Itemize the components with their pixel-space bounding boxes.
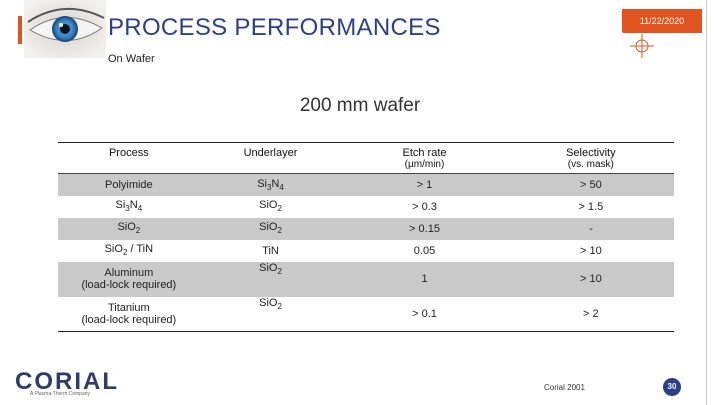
table-row: SiO2 SiO2 > 0.15 - bbox=[58, 217, 674, 240]
footer-copyright: Corial 2001 bbox=[544, 383, 585, 392]
accent-bar bbox=[18, 16, 22, 44]
header-etch-rate-unit: (µm/min) bbox=[404, 159, 445, 170]
table-row: Aluminum (load-lock required) SiO2 1 > 10 bbox=[58, 261, 674, 297]
header-process: Process bbox=[108, 147, 149, 159]
cell-selectivity: > 50 bbox=[507, 173, 674, 196]
header-underlayer: Underlayer bbox=[243, 147, 298, 159]
cell-selectivity: > 2 bbox=[583, 307, 599, 320]
crosshair-icon bbox=[630, 34, 654, 58]
header-selectivity: Selectivity (vs. mask) bbox=[508, 143, 674, 174]
cell-underlayer: SiO2 bbox=[259, 296, 282, 311]
table-header-row: Process Underlayer Etch rate (µm/min) Sel… bbox=[58, 142, 674, 174]
cell-selectivity: - bbox=[507, 217, 674, 240]
cell-process: Polyimide bbox=[58, 173, 200, 196]
cell-underlayer: Si3N4 bbox=[199, 173, 342, 196]
right-frame-line bbox=[706, 0, 707, 405]
cell-etch-rate: 0.05 bbox=[413, 244, 436, 257]
date-badge: 11/22/2020 bbox=[622, 9, 702, 33]
header-selectivity-unit: (vs. mask) bbox=[567, 159, 614, 170]
section-title: 200 mm wafer bbox=[299, 95, 421, 116]
cell-process: SiO2 bbox=[58, 217, 200, 240]
eye-photo-icon bbox=[24, 0, 106, 58]
performance-table: Process Underlayer Etch rate (µm/min) Sel… bbox=[58, 142, 674, 332]
header-etch-rate: Etch rate (µm/min) bbox=[341, 143, 507, 174]
cell-etch-rate: 1 bbox=[341, 261, 508, 297]
page-title: PROCESS PERFORMANCES bbox=[108, 14, 441, 41]
cell-underlayer: SiO2 bbox=[259, 199, 282, 214]
cell-selectivity: > 10 bbox=[507, 261, 674, 297]
cell-etch-rate: > 1 bbox=[341, 173, 508, 196]
cell-underlayer: SiO2 bbox=[199, 261, 342, 297]
company-tagline: A Plasma-Therm Company bbox=[30, 391, 91, 397]
cell-underlayer: TiN bbox=[262, 244, 279, 257]
cell-etch-rate: > 0.3 bbox=[412, 200, 437, 213]
table-row: Titanium (load-lock required) SiO2 > 0.1 … bbox=[58, 297, 674, 332]
cell-process: Titanium (load-lock required) bbox=[81, 301, 177, 326]
table-row: SiO2 / TiN TiN 0.05 > 10 bbox=[58, 240, 674, 262]
table-row: Si3N4 SiO2 > 0.3 > 1.5 bbox=[58, 196, 674, 218]
cell-selectivity: > 10 bbox=[579, 244, 602, 257]
cell-process: Si3N4 bbox=[115, 199, 143, 214]
table-row: Polyimide Si3N4 > 1 > 50 bbox=[58, 173, 674, 196]
cell-underlayer: SiO2 bbox=[199, 217, 342, 240]
cell-etch-rate: > 0.15 bbox=[341, 217, 508, 240]
cell-etch-rate: > 0.1 bbox=[412, 307, 437, 320]
cell-process: SiO2 / TiN bbox=[104, 243, 154, 258]
page-number: 30 bbox=[663, 378, 681, 396]
cell-selectivity: > 1.5 bbox=[578, 200, 604, 213]
cell-process: Aluminum (load-lock required) bbox=[58, 261, 200, 297]
page-subtitle: On Wafer bbox=[108, 53, 155, 65]
company-logo: CORIAL bbox=[15, 368, 119, 395]
